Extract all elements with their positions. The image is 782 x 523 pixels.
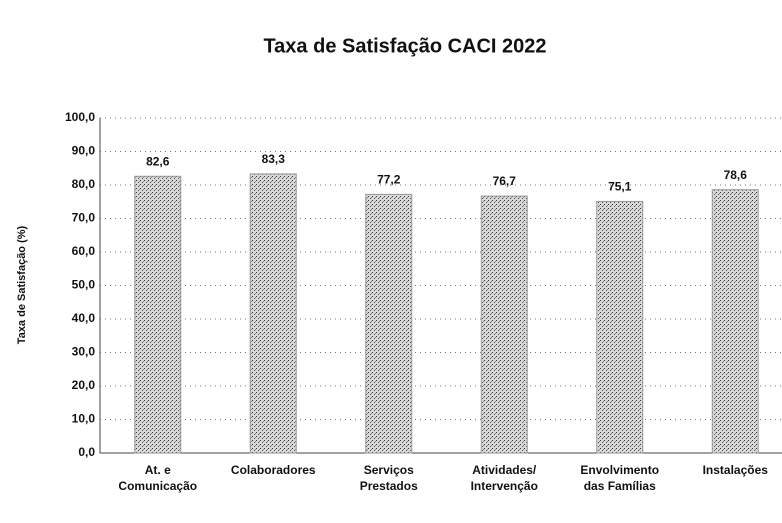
y-tick-label: 40,0 <box>72 311 96 325</box>
value-label: 82,6 <box>146 154 170 168</box>
value-label: 83,3 <box>262 152 286 166</box>
y-tick-label: 100,0 <box>65 110 95 124</box>
y-axis-label: Taxa de Satisfação (%) <box>16 225 28 344</box>
bar <box>134 175 182 454</box>
y-tick-label: 0,0 <box>78 445 95 459</box>
value-label: 76,7 <box>493 174 517 188</box>
y-tick-label: 60,0 <box>72 244 96 258</box>
y-tick-label: 10,0 <box>72 412 96 426</box>
bar <box>711 189 759 454</box>
bar <box>249 173 297 454</box>
y-tick-label: 50,0 <box>72 278 96 292</box>
value-label: 78,6 <box>724 168 748 182</box>
bar <box>596 200 644 454</box>
bar <box>365 193 413 454</box>
x-tick-label: Colaboradores <box>230 463 316 477</box>
x-tick-label: Serviços Prestados <box>359 463 418 493</box>
x-tick-label: At. e Comunicação <box>118 463 198 493</box>
x-tick-label: Atividades/ Intervenção <box>470 463 538 493</box>
y-tick-label: 90,0 <box>72 144 96 158</box>
chart-title: Taxa de Satisfação CACI 2022 <box>263 35 546 57</box>
x-tick-label: Instalações <box>702 463 768 477</box>
value-label: 75,1 <box>608 180 632 194</box>
y-tick-label: 80,0 <box>72 177 96 191</box>
y-tick-label: 30,0 <box>72 345 96 359</box>
x-tick-label: Envolvimento das Famílias <box>580 463 660 493</box>
value-label: 77,2 <box>377 173 401 187</box>
y-tick-label: 70,0 <box>72 211 96 225</box>
bar <box>480 195 528 454</box>
y-tick-label: 20,0 <box>72 378 96 392</box>
